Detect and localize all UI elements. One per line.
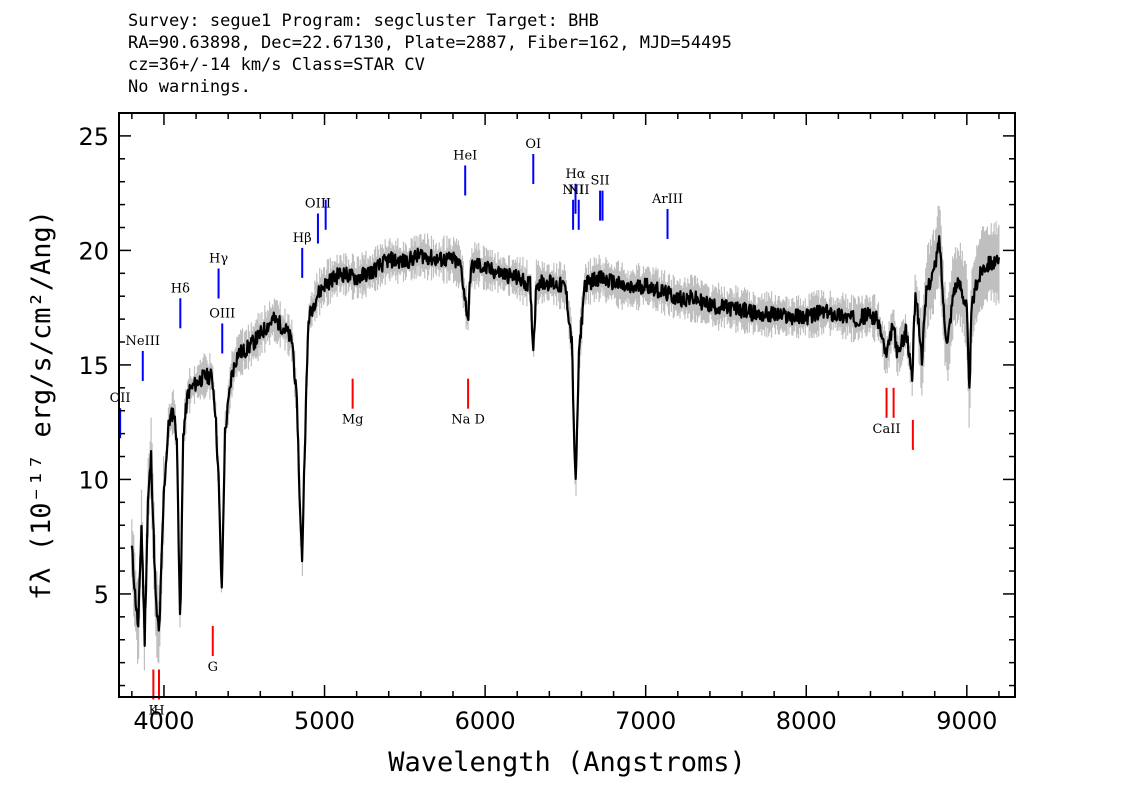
spectral-line-label: K (149, 704, 159, 719)
header-redshift-line: cz=36+/-14 km/s Class=STAR CV (128, 55, 425, 75)
flux-error-bars (131, 205, 1000, 671)
spectral-line-label: G (208, 660, 218, 675)
spectral-line-label: OIII (209, 306, 235, 321)
spectral-line-label: Hα (565, 167, 585, 182)
spectral-line-label: OI (525, 137, 541, 152)
y-axis-label: fλ (10⁻¹⁷ erg/s/cm²/Ang) (26, 210, 57, 600)
y-tick-label: 20 (78, 237, 109, 265)
spectral-line-label: Na D (451, 413, 485, 428)
y-tick-label: 5 (94, 581, 109, 609)
x-tick-label: 5000 (294, 707, 355, 735)
x-tick-label: 7000 (615, 707, 676, 735)
spectral-line-label: NII (568, 183, 590, 198)
y-tick-label: 25 (78, 123, 109, 151)
x-axis-label: Wavelength (Angstroms) (388, 747, 746, 778)
spectral-line-label: CaII (873, 422, 901, 437)
header-survey-line: Survey: segue1 Program: segcluster Targe… (128, 11, 599, 31)
x-tick-label: 9000 (936, 707, 997, 735)
spectral-line-label: OIII (305, 197, 331, 212)
spectral-line-label: H (153, 704, 164, 719)
spectral-line-label: Hδ (171, 281, 190, 296)
spectral-line-label: OII (110, 391, 131, 406)
plot-frame (118, 112, 1016, 698)
y-axis: 5 10 15 20 25 (78, 112, 1015, 687)
spectral-line-label: Hγ (209, 252, 228, 267)
spectral-line-label: Hβ (293, 231, 312, 246)
spectral-line-markers: OIINeIIIHδHγOIIIHβOIIIHeIOINIIHαNIISIIAr… (110, 137, 914, 719)
x-axis: 4000 5000 6000 7000 8000 9000 (131, 113, 1000, 735)
y-tick-label: 15 (78, 352, 109, 380)
spectral-line-label: Mg (342, 413, 364, 428)
x-tick-label: 6000 (455, 707, 516, 735)
flux-series-line (130, 235, 1000, 647)
header-coordinates-line: RA=90.63898, Dec=22.67130, Plate=2887, F… (128, 33, 732, 53)
header-warnings-line: No warnings. (128, 77, 251, 97)
spectral-line-label: SII (590, 174, 609, 189)
spectrum-header: Survey: segue1 Program: segcluster Targe… (128, 10, 732, 98)
flux-error-band (131, 205, 1000, 671)
y-tick-label: 10 (78, 466, 109, 494)
x-tick-label: 8000 (776, 707, 837, 735)
spectral-line-label: NeIII (126, 334, 160, 349)
x-tick-label: 4000 (133, 707, 194, 735)
spectral-line-label: HeI (453, 148, 477, 163)
spectral-line-label: ArIII (651, 192, 683, 207)
spectral-line-label: NII (562, 183, 584, 198)
